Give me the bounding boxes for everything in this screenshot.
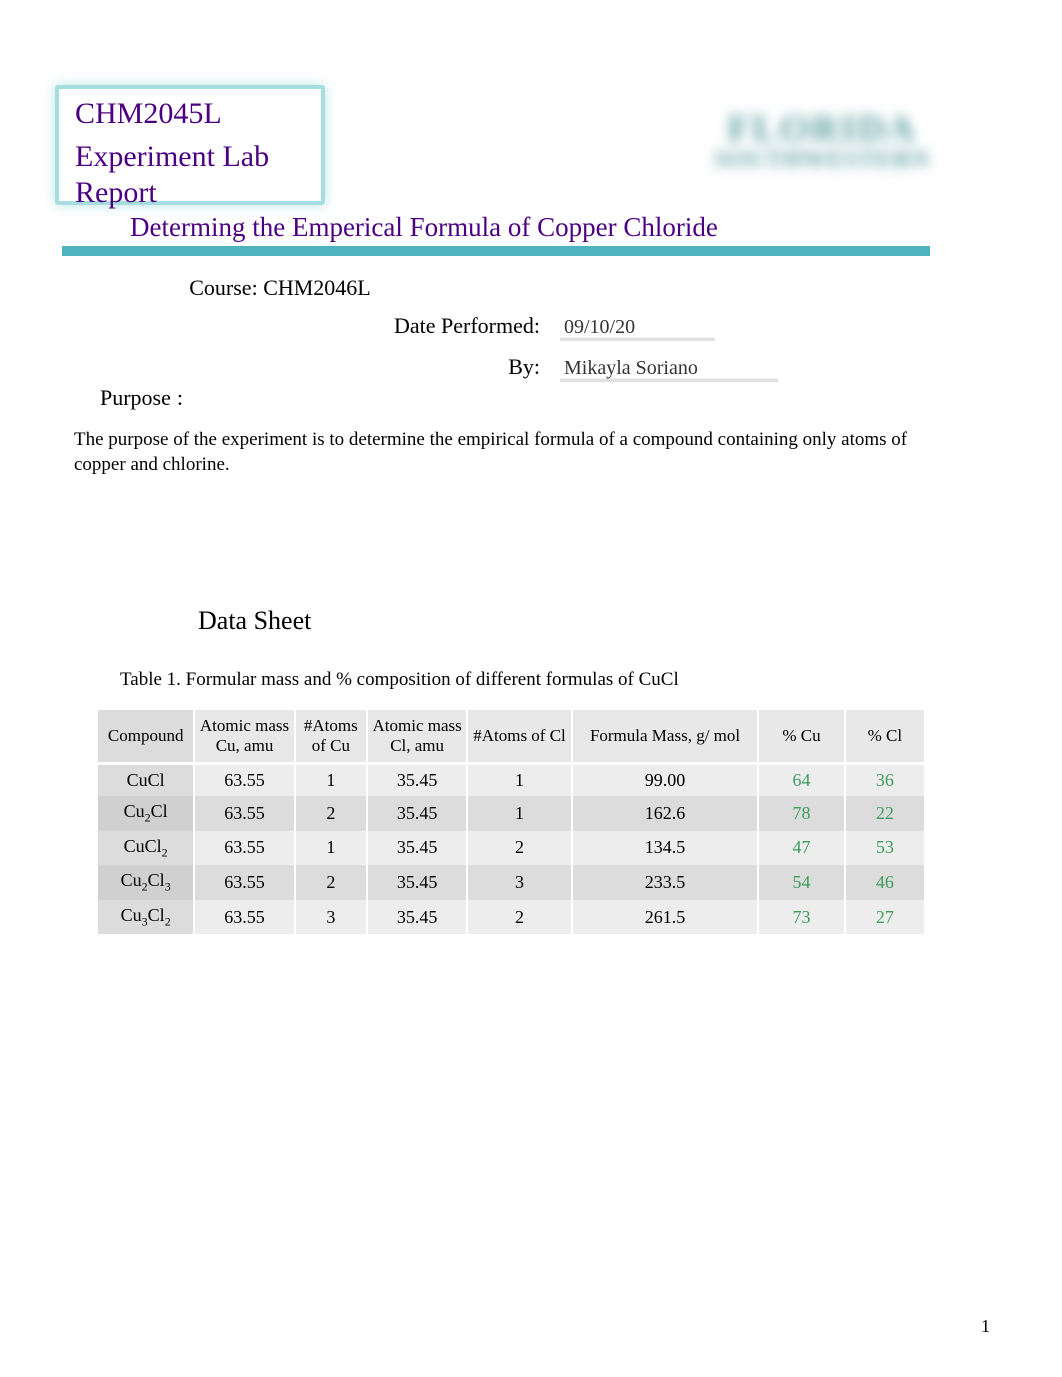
column-header-compound: Compound <box>98 710 194 764</box>
table-row: Cu2Cl363.55235.453233.55446 <box>98 865 925 900</box>
cell-atoms_cu: 2 <box>295 865 367 900</box>
cell-atoms_cu: 1 <box>295 831 367 866</box>
column-header-atoms_cu: #Atomsof Cu <box>295 710 367 764</box>
cell-mass: 233.5 <box>572 865 759 900</box>
purpose-heading: Purpose: <box>100 385 183 411</box>
column-header-amu_cl: Atomic massCl, amu <box>367 710 467 764</box>
compound-cell: CuCl <box>98 764 194 797</box>
cell-amu_cu: 63.55 <box>194 831 294 866</box>
composition-table: CompoundAtomic massCu, amu#Atomsof CuAto… <box>98 710 926 934</box>
cell-atoms_cu: 1 <box>295 764 367 797</box>
compound-cell: Cu2Cl <box>98 796 194 831</box>
table-body: CuCl63.55135.45199.006436Cu2Cl63.55235.4… <box>98 764 925 935</box>
cell-mass: 99.00 <box>572 764 759 797</box>
divider-bar <box>62 246 930 256</box>
cell-pcl: 27 <box>845 900 925 935</box>
cell-amu_cl: 35.45 <box>367 764 467 797</box>
cell-pcl: 22 <box>845 796 925 831</box>
column-header-atoms_cl: #Atoms of Cl <box>467 710 571 764</box>
cell-pcl: 46 <box>845 865 925 900</box>
column-header-mass: Formula Mass, g/ mol <box>572 710 759 764</box>
header-box: CHM2045L Experiment Lab Report <box>55 85 325 205</box>
cell-pcl: 53 <box>845 831 925 866</box>
data-sheet-heading: Data Sheet <box>198 606 311 636</box>
cell-pcu: 64 <box>758 764 844 797</box>
cell-pcu: 47 <box>758 831 844 866</box>
cell-mass: 134.5 <box>572 831 759 866</box>
logo-text-bottom: SOUTHWESTERN <box>714 147 930 174</box>
logo-text-top: FLORIDA <box>727 107 916 151</box>
report-label-line1: Experiment Lab <box>75 139 305 175</box>
cell-mass: 162.6 <box>572 796 759 831</box>
column-header-pcl: % Cl <box>845 710 925 764</box>
compound-cell: Cu3Cl2 <box>98 900 194 935</box>
by-label: By: <box>0 354 560 380</box>
cell-atoms_cu: 2 <box>295 796 367 831</box>
cell-atoms_cl: 1 <box>467 796 571 831</box>
compound-cell: Cu2Cl3 <box>98 865 194 900</box>
table-caption: Table 1. Formular mass and % composition… <box>120 669 679 691</box>
column-header-amu_cu: Atomic massCu, amu <box>194 710 294 764</box>
course-code: CHM2045L <box>75 97 305 131</box>
cell-amu_cl: 35.45 <box>367 865 467 900</box>
purpose-body: The purpose of the experiment is to dete… <box>74 428 914 477</box>
cell-atoms_cl: 2 <box>467 831 571 866</box>
cell-amu_cu: 63.55 <box>194 764 294 797</box>
date-performed-value: 09/10/20 <box>560 316 715 342</box>
cell-amu_cu: 63.55 <box>194 865 294 900</box>
table-header-row: CompoundAtomic massCu, amu#Atomsof CuAto… <box>98 710 925 764</box>
by-value: Mikayla Soriano <box>560 357 778 383</box>
table-row: CuCl63.55135.45199.006436 <box>98 764 925 797</box>
cell-atoms_cl: 2 <box>467 900 571 935</box>
experiment-title: Determing the Emperical Formula of Coppe… <box>130 212 718 243</box>
purpose-colon: : <box>177 385 183 410</box>
report-label-line2: Report <box>75 175 305 211</box>
cell-pcl: 36 <box>845 764 925 797</box>
cell-mass: 261.5 <box>572 900 759 935</box>
cell-pcu: 73 <box>758 900 844 935</box>
table-row: CuCl263.55135.452134.54753 <box>98 831 925 866</box>
cell-amu_cl: 35.45 <box>367 831 467 866</box>
column-header-pcu: % Cu <box>758 710 844 764</box>
page-number: 1 <box>981 1316 990 1337</box>
institution-logo: FLORIDA SOUTHWESTERN <box>662 95 982 185</box>
cell-amu_cu: 63.55 <box>194 900 294 935</box>
compound-cell: CuCl2 <box>98 831 194 866</box>
cell-amu_cl: 35.45 <box>367 796 467 831</box>
table-row: Cu3Cl263.55335.452261.57327 <box>98 900 925 935</box>
cell-atoms_cl: 1 <box>467 764 571 797</box>
table-row: Cu2Cl63.55235.451162.67822 <box>98 796 925 831</box>
cell-atoms_cl: 3 <box>467 865 571 900</box>
cell-atoms_cu: 3 <box>295 900 367 935</box>
cell-amu_cu: 63.55 <box>194 796 294 831</box>
cell-pcu: 78 <box>758 796 844 831</box>
cell-pcu: 54 <box>758 865 844 900</box>
date-performed-label: Date Performed: <box>0 313 560 339</box>
course-label: Course: CHM2046L <box>0 275 560 301</box>
cell-amu_cl: 35.45 <box>367 900 467 935</box>
purpose-heading-text: Purpose <box>100 385 171 410</box>
meta-section: Course: CHM2046L Date Performed: 09/10/2… <box>0 275 1062 395</box>
